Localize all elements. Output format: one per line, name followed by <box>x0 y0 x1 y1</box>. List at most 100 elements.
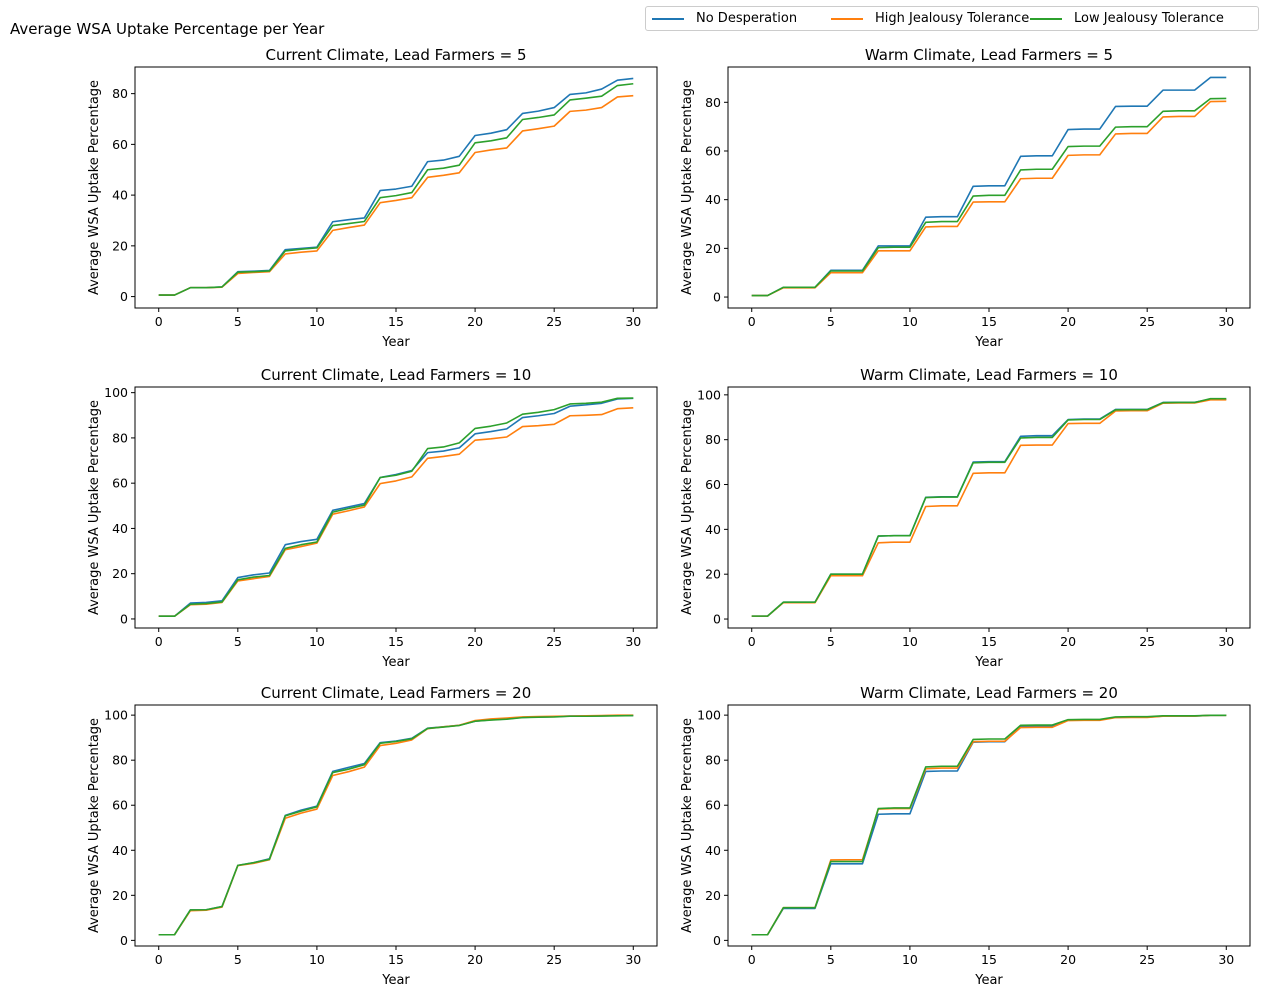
subplot-4: 0 5 10 15 20 25 30 0 20 40 60 80 100 Warm Climate, Le… <box>680 366 1251 670</box>
y-tick-label: 80 <box>705 432 721 447</box>
series-line-high-jealousy <box>751 398 1227 617</box>
series-line-no-desperation <box>158 77 634 296</box>
x-tick-label: 5 <box>234 634 242 649</box>
x-tick-label: 10 <box>902 952 918 967</box>
legend-swatch-low-jealousy <box>1030 17 1062 20</box>
x-tick-label: 30 <box>1218 634 1234 649</box>
x-tick-label: 5 <box>827 952 835 967</box>
subplot-title: Warm Climate, Lead Farmers = 20 <box>860 684 1118 702</box>
y-tick-label: 80 <box>705 753 721 768</box>
legend-item-no-desperation: No Desperation <box>652 11 797 26</box>
x-axis-label: Year <box>381 973 410 988</box>
y-axis-label: Average WSA Uptake Percentage <box>87 400 102 615</box>
y-tick-label: 60 <box>705 477 721 492</box>
y-tick-label: 100 <box>697 387 721 402</box>
subplot-title: Current Climate, Lead Farmers = 10 <box>261 366 532 384</box>
x-tick-label: 10 <box>309 634 325 649</box>
x-tick-label: 20 <box>467 634 483 649</box>
y-tick-label: 80 <box>112 86 128 101</box>
figure-title: Average WSA Uptake Percentage per Year <box>10 20 325 38</box>
x-tick-label: 5 <box>827 314 835 329</box>
legend-swatch-high-jealousy <box>831 17 863 20</box>
x-tick-label: 20 <box>467 314 483 329</box>
x-axis-label: Year <box>974 655 1003 670</box>
y-tick-label: 40 <box>112 843 128 858</box>
x-tick-label: 30 <box>1218 952 1234 967</box>
y-tick-label: 40 <box>112 188 128 203</box>
x-tick-label: 5 <box>827 634 835 649</box>
x-tick-label: 30 <box>1218 314 1234 329</box>
subplot-title: Warm Climate, Lead Farmers = 10 <box>860 366 1118 384</box>
y-tick-label: 40 <box>705 522 721 537</box>
y-tick-label: 40 <box>705 843 721 858</box>
y-tick-label: 0 <box>713 290 721 305</box>
y-tick-label: 0 <box>713 612 721 627</box>
x-tick-label: 15 <box>981 634 997 649</box>
x-axis-label: Year <box>381 335 410 350</box>
x-tick-label: 20 <box>1060 952 1076 967</box>
series-line-low-jealousy <box>751 97 1227 297</box>
axes-frame <box>134 66 658 309</box>
x-tick-label: 30 <box>625 314 641 329</box>
x-tick-label: 0 <box>748 634 756 649</box>
axes-frame <box>727 386 1251 629</box>
y-axis-label: Average WSA Uptake Percentage <box>680 80 695 295</box>
legend-swatch-no-desperation <box>652 17 684 20</box>
series-line-low-jealousy <box>751 714 1227 936</box>
x-tick-label: 0 <box>155 314 163 329</box>
x-tick-label: 10 <box>309 314 325 329</box>
x-tick-label: 15 <box>981 314 997 329</box>
subplot-1: 0 5 10 15 20 25 30 0 20 40 60 80 Current Climate, Le… <box>87 46 658 350</box>
x-tick-label: 15 <box>981 952 997 967</box>
y-axis-label: Average WSA Uptake Percentage <box>680 400 695 615</box>
series-line-high-jealousy <box>751 714 1227 936</box>
y-axis-label: Average WSA Uptake Percentage <box>87 718 102 933</box>
legend-label-low-jealousy: Low Jealousy Tolerance <box>1074 11 1224 26</box>
series-line-no-desperation <box>751 714 1227 936</box>
subplot-5: 0 5 10 15 20 25 30 0 20 40 60 80 100 Current Climate,… <box>87 684 658 988</box>
legend-item-high-jealousy: High Jealousy Tolerance <box>831 11 1029 26</box>
x-tick-label: 25 <box>1139 314 1155 329</box>
x-tick-label: 0 <box>748 952 756 967</box>
y-tick-label: 20 <box>112 888 128 903</box>
x-tick-label: 10 <box>902 314 918 329</box>
series-line-high-jealousy <box>158 714 634 936</box>
y-tick-label: 60 <box>112 476 128 491</box>
x-tick-label: 25 <box>546 314 562 329</box>
y-tick-label: 60 <box>705 143 721 158</box>
x-tick-label: 10 <box>309 952 325 967</box>
x-tick-label: 10 <box>902 634 918 649</box>
series-line-low-jealousy <box>158 82 634 296</box>
y-tick-label: 0 <box>120 933 128 948</box>
x-tick-label: 15 <box>388 952 404 967</box>
x-tick-label: 15 <box>388 634 404 649</box>
y-tick-label: 20 <box>705 241 721 256</box>
subplot-title: Warm Climate, Lead Farmers = 5 <box>865 46 1113 64</box>
subplot-title: Current Climate, Lead Farmers = 5 <box>266 46 527 64</box>
series-line-low-jealousy <box>751 397 1227 617</box>
series-line-no-desperation <box>158 714 634 936</box>
subplot-2: 0 5 10 15 20 25 30 0 20 40 60 80 Warm Climate, Lead … <box>680 46 1251 350</box>
x-tick-label: 0 <box>748 314 756 329</box>
y-tick-label: 80 <box>112 753 128 768</box>
y-tick-label: 100 <box>104 708 128 723</box>
series-line-high-jealousy <box>751 100 1227 297</box>
y-tick-label: 20 <box>112 238 128 253</box>
y-axis-label: Average WSA Uptake Percentage <box>680 718 695 933</box>
x-tick-label: 20 <box>467 952 483 967</box>
series-line-high-jealousy <box>158 407 634 618</box>
y-tick-label: 100 <box>697 708 721 723</box>
x-tick-label: 5 <box>234 952 242 967</box>
x-tick-label: 0 <box>155 952 163 967</box>
legend-label-high-jealousy: High Jealousy Tolerance <box>875 11 1030 26</box>
x-tick-label: 30 <box>625 952 641 967</box>
x-tick-label: 25 <box>1139 952 1155 967</box>
series-line-no-desperation <box>751 76 1227 297</box>
series-line-high-jealousy <box>158 94 634 296</box>
series-line-low-jealousy <box>158 714 634 936</box>
y-tick-label: 100 <box>104 385 128 400</box>
legend-item-low-jealousy: Low Jealousy Tolerance <box>1030 11 1224 26</box>
x-tick-label: 5 <box>234 314 242 329</box>
